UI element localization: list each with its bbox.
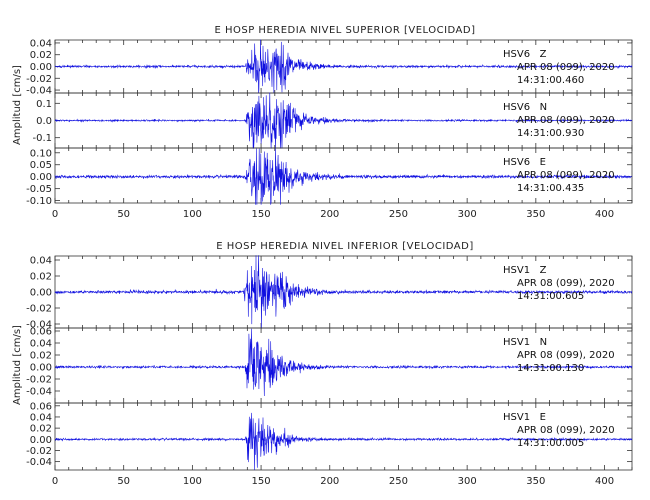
y-tick-label: -0.02 bbox=[26, 446, 52, 457]
y-tick-label: 0.02 bbox=[30, 272, 52, 283]
date-label: APR 08 (099), 2020 bbox=[517, 115, 615, 126]
y-axis-label-inferior: Amplitud [cm/s] bbox=[12, 325, 23, 405]
waveform-trace bbox=[54, 412, 633, 471]
x-tick-label: 150 bbox=[252, 209, 271, 220]
x-tick-label: 400 bbox=[595, 476, 614, 487]
y-tick-label: 0.02 bbox=[30, 351, 52, 362]
y-tick-label: -0.04 bbox=[26, 457, 52, 468]
waveform-trace bbox=[54, 39, 633, 94]
station-label: HSV6 Z bbox=[503, 49, 547, 60]
y-axis-label-superior: Amplitud [cm/s] bbox=[12, 65, 23, 145]
x-tick-label: 350 bbox=[526, 476, 545, 487]
time-label: 14:31:00.130 bbox=[517, 363, 584, 374]
y-tick-label: 0.06 bbox=[30, 401, 52, 412]
time-label: 14:31:00.930 bbox=[517, 128, 584, 139]
x-tick-label: 50 bbox=[117, 209, 130, 220]
y-tick-label: -0.02 bbox=[26, 304, 52, 315]
y-tick-label: 0.02 bbox=[30, 424, 52, 435]
x-tick-label: 0 bbox=[52, 476, 58, 487]
x-tick-label: 150 bbox=[252, 476, 271, 487]
x-tick-label: 400 bbox=[595, 209, 614, 220]
time-label: 14:31:00.005 bbox=[517, 438, 584, 449]
date-label: APR 08 (099), 2020 bbox=[517, 350, 615, 361]
y-tick-label: 0.00 bbox=[30, 435, 52, 446]
chart-title-inferior: E HOSP HEREDIA NIVEL INFERIOR [VELOCIDAD… bbox=[216, 241, 474, 252]
time-label: 14:31:00.605 bbox=[517, 291, 584, 302]
date-label: APR 08 (099), 2020 bbox=[517, 170, 615, 181]
waveform-trace bbox=[54, 148, 633, 205]
y-tick-label: 0.10 bbox=[30, 148, 52, 159]
y-tick-label: 0.00 bbox=[30, 172, 52, 183]
station-label: HSV6 N bbox=[503, 102, 547, 113]
y-tick-label: -0.04 bbox=[26, 320, 52, 331]
x-tick-label: 200 bbox=[320, 209, 339, 220]
time-label: 14:31:00.435 bbox=[517, 183, 584, 194]
y-tick-label: -0.02 bbox=[26, 74, 52, 85]
date-label: APR 08 (099), 2020 bbox=[517, 425, 615, 436]
waveform-trace bbox=[54, 255, 633, 329]
y-tick-label: -0.02 bbox=[26, 375, 52, 386]
y-tick-label: 0.00 bbox=[30, 288, 52, 299]
y-tick-label: 0.00 bbox=[30, 363, 52, 374]
y-tick-label: -0.04 bbox=[26, 387, 52, 398]
x-tick-label: 350 bbox=[526, 209, 545, 220]
y-tick-label: 0.02 bbox=[30, 50, 52, 61]
station-label: HSV6 E bbox=[503, 157, 546, 168]
chart-title-superior: E HOSP HEREDIA NIVEL SUPERIOR [VELOCIDAD… bbox=[214, 25, 475, 36]
y-tick-label: 0.1 bbox=[36, 99, 52, 110]
waveform-trace bbox=[54, 328, 633, 397]
y-tick-label: 0.04 bbox=[30, 412, 52, 423]
y-tick-label: 0.05 bbox=[30, 160, 52, 171]
y-tick-label: -0.05 bbox=[26, 184, 52, 195]
waveform-trace bbox=[54, 92, 633, 149]
y-tick-label: 0.00 bbox=[30, 62, 52, 73]
x-tick-label: 300 bbox=[458, 476, 477, 487]
x-tick-label: 250 bbox=[389, 476, 408, 487]
station-label: HSV1 N bbox=[503, 337, 547, 348]
station-label: HSV1 Z bbox=[503, 265, 547, 276]
x-tick-label: 100 bbox=[183, 476, 202, 487]
y-tick-label: 0.04 bbox=[30, 38, 52, 49]
x-tick-label: 250 bbox=[389, 209, 408, 220]
time-label: 14:31:00.460 bbox=[517, 75, 584, 86]
x-tick-label: 300 bbox=[458, 209, 477, 220]
y-tick-label: 0.04 bbox=[30, 339, 52, 350]
y-tick-label: -0.04 bbox=[26, 86, 52, 97]
x-tick-label: 0 bbox=[52, 209, 58, 220]
y-tick-label: -0.1 bbox=[32, 133, 52, 144]
y-tick-label: -0.10 bbox=[26, 196, 52, 207]
x-tick-label: 50 bbox=[117, 476, 130, 487]
date-label: APR 08 (099), 2020 bbox=[517, 278, 615, 289]
station-label: HSV1 E bbox=[503, 412, 546, 423]
y-tick-label: 0.06 bbox=[30, 327, 52, 338]
date-label: APR 08 (099), 2020 bbox=[517, 62, 615, 73]
x-tick-label: 200 bbox=[320, 476, 339, 487]
y-tick-label: 0.04 bbox=[30, 256, 52, 267]
x-tick-label: 100 bbox=[183, 209, 202, 220]
y-tick-label: 0.0 bbox=[36, 116, 52, 127]
